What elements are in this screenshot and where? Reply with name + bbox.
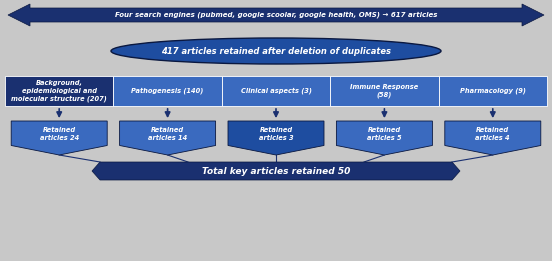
Text: Retained
articles 14: Retained articles 14 bbox=[148, 127, 187, 140]
Text: Pathogenesis (140): Pathogenesis (140) bbox=[131, 88, 204, 94]
Polygon shape bbox=[228, 121, 324, 155]
Text: Retained
articles 3: Retained articles 3 bbox=[259, 127, 293, 140]
Polygon shape bbox=[92, 162, 460, 180]
Polygon shape bbox=[445, 121, 541, 155]
Text: Clinical aspects (3): Clinical aspects (3) bbox=[241, 88, 311, 94]
Text: Retained
articles 4: Retained articles 4 bbox=[475, 127, 510, 140]
Bar bbox=[5, 76, 113, 106]
Text: Retained
articles 5: Retained articles 5 bbox=[367, 127, 402, 140]
Polygon shape bbox=[120, 121, 216, 155]
Bar bbox=[439, 76, 547, 106]
Text: Four search engines (pubmed, google scoolar, google health, OMS) → 617 articles: Four search engines (pubmed, google scoo… bbox=[115, 12, 437, 18]
Bar bbox=[330, 76, 439, 106]
Text: Pharmacology (9): Pharmacology (9) bbox=[460, 88, 526, 94]
Polygon shape bbox=[8, 4, 544, 26]
Polygon shape bbox=[336, 121, 432, 155]
Bar bbox=[222, 76, 330, 106]
Polygon shape bbox=[11, 121, 107, 155]
Text: Immune Response
(58): Immune Response (58) bbox=[351, 84, 418, 98]
Text: Retained
articles 24: Retained articles 24 bbox=[40, 127, 79, 140]
Text: Total key articles retained 50: Total key articles retained 50 bbox=[202, 167, 350, 175]
Ellipse shape bbox=[111, 38, 441, 64]
Bar bbox=[113, 76, 222, 106]
Text: Background,
epidemiological and
molecular structure (207): Background, epidemiological and molecula… bbox=[12, 80, 107, 102]
Text: 417 articles retained after deletion of duplicates: 417 articles retained after deletion of … bbox=[161, 46, 391, 56]
